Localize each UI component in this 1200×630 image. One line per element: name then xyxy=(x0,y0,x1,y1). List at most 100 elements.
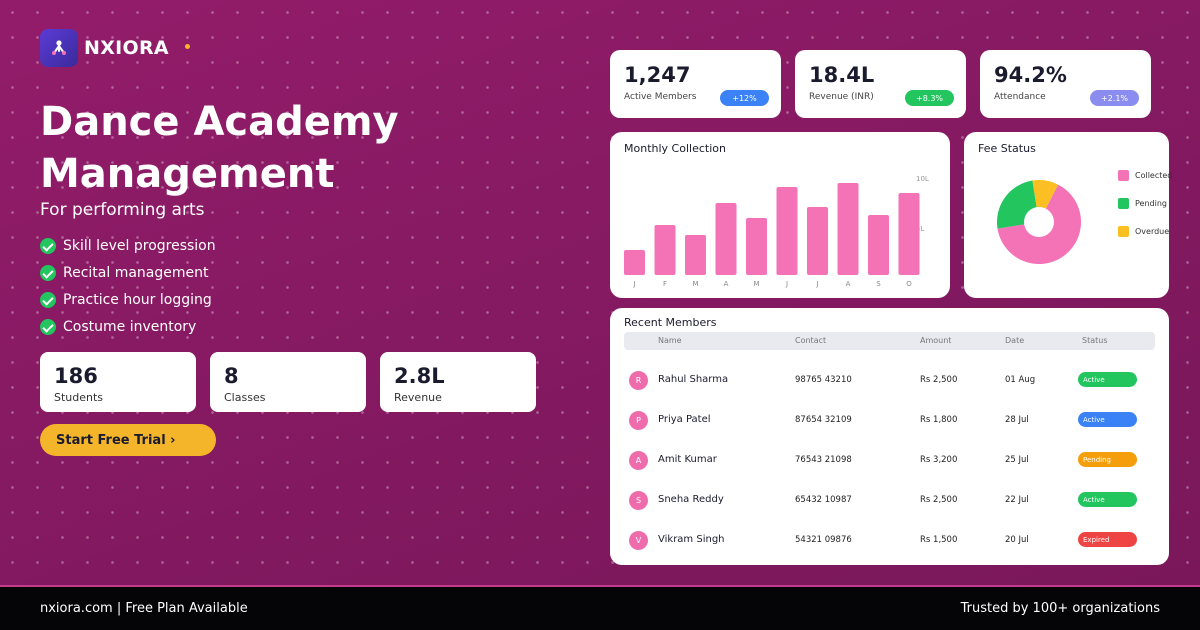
y-axis-mid-label: 5L xyxy=(916,225,924,233)
bar-m-2[interactable] xyxy=(685,235,706,275)
column-header-contact[interactable]: Contact xyxy=(795,336,827,345)
check-icon xyxy=(40,264,56,281)
x-tick-label: J xyxy=(815,280,818,288)
kpi-trend-badge: +12% xyxy=(720,90,769,106)
kpi-value: 1,247 xyxy=(624,63,691,87)
kpi-label: Revenue (INR) xyxy=(809,92,874,102)
member-contact: 87654 32109 xyxy=(795,415,852,425)
footer-trust-text: Trusted by 100+ organizations xyxy=(960,601,1160,616)
avatar: P xyxy=(629,411,648,430)
x-tick-label: S xyxy=(876,280,881,288)
x-tick-label: M xyxy=(753,280,759,288)
footer-bar: nxiora.com | Free Plan Available Trusted… xyxy=(0,585,1200,630)
check-icon xyxy=(40,318,56,335)
feature-label: Skill level progression xyxy=(63,237,216,254)
column-header-status[interactable]: Status xyxy=(1082,336,1108,345)
legend-label: Overdue xyxy=(1135,227,1170,236)
status-badge: Expired xyxy=(1078,532,1137,547)
member-date: 01 Aug xyxy=(1005,375,1036,385)
member-amount: Rs 2,500 xyxy=(920,495,958,505)
bar-j-0[interactable] xyxy=(624,250,645,275)
stat-value: 8 xyxy=(224,364,239,388)
legend-item-pending: Pending xyxy=(1118,198,1167,209)
status-badge: Active xyxy=(1078,412,1137,427)
bar-o-9[interactable] xyxy=(898,193,920,275)
fee-status-card: Fee Status Collected Pending Overdue xyxy=(964,132,1172,298)
chart-title: Fee Status xyxy=(978,142,1036,155)
table-header: Name Contact Amount Date Status xyxy=(624,332,1155,350)
status-badge: Active xyxy=(1078,492,1137,507)
status-badge: Active xyxy=(1078,372,1137,387)
legend-swatch xyxy=(1118,226,1129,237)
table-title: Recent Members xyxy=(624,316,717,329)
feature-item: Practice hour logging xyxy=(40,286,216,313)
feature-label: Practice hour logging xyxy=(63,291,212,308)
feature-label: Recital management xyxy=(63,264,209,281)
feature-item: Recital management xyxy=(40,259,216,286)
bar-f-1[interactable] xyxy=(654,225,676,275)
kpi-label: Active Members xyxy=(624,92,697,102)
legend-label: Pending xyxy=(1135,199,1167,208)
feature-list: Skill level progression Recital manageme… xyxy=(40,232,216,340)
column-header-date[interactable]: Date xyxy=(1005,336,1025,345)
kpi-card-active-members: 1,247 Active Members +12% xyxy=(610,50,781,118)
bar-a-3[interactable] xyxy=(715,203,737,275)
title-line-1: Dance Academy xyxy=(40,99,399,145)
page-title: Dance Academy Management xyxy=(40,96,399,200)
title-line-2: Management xyxy=(40,151,335,197)
x-tick-label: O xyxy=(906,280,912,288)
kpi-card-attendance: 94.2% Attendance +2.1% xyxy=(980,50,1151,118)
member-contact: 76543 21098 xyxy=(795,455,852,465)
member-contact: 65432 10987 xyxy=(795,495,852,505)
monthly-collection-card: Monthly Collection 10L 5L J F M A M J J A S O xyxy=(610,132,950,298)
bar-a-7[interactable] xyxy=(837,183,859,275)
member-contact: 54321 09876 xyxy=(795,535,852,545)
legend-swatch xyxy=(1118,170,1129,181)
chart-title: Monthly Collection xyxy=(624,142,726,155)
member-name: Priya Patel xyxy=(658,414,711,425)
bar-s-8[interactable] xyxy=(868,215,889,275)
member-date: 25 Jul xyxy=(1005,455,1029,465)
bar-j-5[interactable] xyxy=(776,187,798,275)
legend-label: Collected xyxy=(1135,171,1173,180)
page-subtitle: For performing arts xyxy=(40,200,205,220)
table-row[interactable]: R Rahul Sharma 98765 43210 Rs 2,500 01 A… xyxy=(610,363,1169,403)
recent-members-card: Recent Members Name Contact Amount Date … xyxy=(610,308,1169,565)
kpi-label: Attendance xyxy=(994,92,1046,102)
donut-hole xyxy=(1024,207,1054,237)
y-axis-max-label: 10L xyxy=(916,175,929,183)
stat-label: Students xyxy=(54,391,104,404)
member-date: 22 Jul xyxy=(1005,495,1029,505)
stat-card-classes: 8 Classes xyxy=(210,352,366,412)
table-row[interactable]: A Amit Kumar 76543 21098 Rs 3,200 25 Jul… xyxy=(610,443,1169,483)
column-header-name[interactable]: Name xyxy=(658,336,682,345)
legend-item-collected: Collected xyxy=(1118,170,1172,181)
avatar: R xyxy=(629,371,648,390)
legend-item-overdue: Overdue xyxy=(1118,226,1169,237)
kpi-trend-badge: +8.3% xyxy=(905,90,954,106)
stat-card-students: 186 Students xyxy=(40,352,196,412)
x-tick-label: M xyxy=(692,280,698,288)
member-amount: Rs 1,500 xyxy=(920,535,958,545)
monthly-collection-chart: 10L 5L J F M A M J J A S O xyxy=(624,175,929,288)
brand-logo[interactable]: NXIORA xyxy=(40,29,190,67)
avatar: V xyxy=(629,531,648,550)
brand-name: NXIORA xyxy=(84,37,169,59)
stat-label: Classes xyxy=(224,391,266,404)
member-amount: Rs 3,200 xyxy=(920,455,958,465)
status-badge: Pending xyxy=(1078,452,1137,467)
bar-m-4[interactable] xyxy=(746,218,767,275)
kpi-value: 94.2% xyxy=(994,63,1067,87)
bar-j-6[interactable] xyxy=(807,207,828,275)
member-name: Sneha Reddy xyxy=(658,494,724,505)
member-contact: 98765 43210 xyxy=(795,375,852,385)
start-free-trial-button[interactable]: Start Free Trial › xyxy=(40,424,216,456)
x-tick-label: J xyxy=(632,280,635,288)
table-row[interactable]: P Priya Patel 87654 32109 Rs 1,800 28 Ju… xyxy=(610,403,1169,443)
column-header-amount[interactable]: Amount xyxy=(920,336,952,345)
table-row[interactable]: V Vikram Singh 54321 09876 Rs 1,500 20 J… xyxy=(610,523,1169,563)
footer-site-link[interactable]: nxiora.com | Free Plan Available xyxy=(40,601,248,616)
fee-status-donut-chart xyxy=(997,180,1081,264)
feature-item: Skill level progression xyxy=(40,232,216,259)
table-row[interactable]: S Sneha Reddy 65432 10987 Rs 2,500 22 Ju… xyxy=(610,483,1169,523)
